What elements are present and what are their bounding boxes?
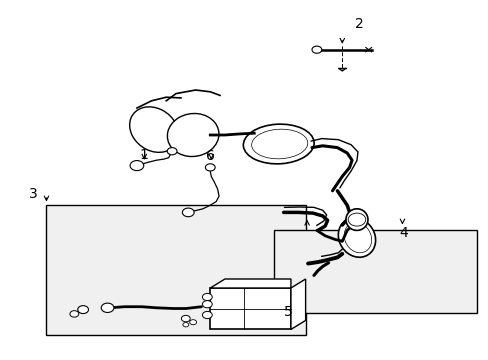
Ellipse shape xyxy=(129,107,178,152)
Bar xyxy=(46,205,305,335)
Text: 3: 3 xyxy=(29,187,38,201)
Text: 4: 4 xyxy=(398,226,407,240)
Bar xyxy=(273,230,476,313)
Circle shape xyxy=(189,320,196,325)
Polygon shape xyxy=(210,279,290,288)
Circle shape xyxy=(167,148,177,155)
Circle shape xyxy=(347,213,365,226)
Text: 5: 5 xyxy=(284,305,292,319)
Ellipse shape xyxy=(167,113,219,157)
Circle shape xyxy=(183,323,188,327)
Text: 2: 2 xyxy=(354,18,363,31)
Circle shape xyxy=(311,46,321,53)
Circle shape xyxy=(130,161,143,171)
Circle shape xyxy=(202,301,212,308)
Polygon shape xyxy=(290,279,305,329)
Circle shape xyxy=(101,303,114,312)
Ellipse shape xyxy=(338,218,375,257)
Text: 1: 1 xyxy=(140,148,148,162)
Circle shape xyxy=(205,164,215,171)
Ellipse shape xyxy=(243,124,313,164)
Circle shape xyxy=(202,293,212,301)
Circle shape xyxy=(182,208,194,217)
Ellipse shape xyxy=(346,209,367,230)
Circle shape xyxy=(70,311,79,317)
Circle shape xyxy=(78,306,88,314)
Bar xyxy=(210,288,290,329)
Circle shape xyxy=(202,311,212,319)
Text: 6: 6 xyxy=(205,149,214,162)
Circle shape xyxy=(181,315,190,322)
